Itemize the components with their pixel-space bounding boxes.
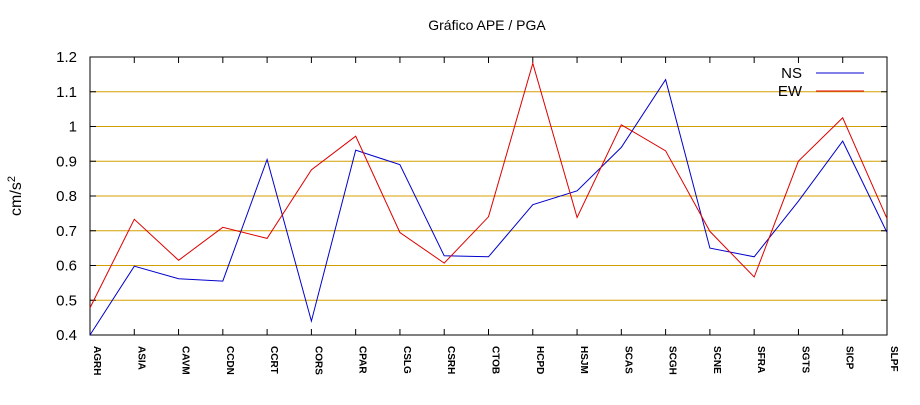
x-tick-label-cpar: CPAR: [357, 346, 368, 374]
legend-label-ew: EW: [778, 83, 803, 100]
y-axis-label-unit: cm/s: [8, 182, 25, 216]
y-tick-label: 0.7: [56, 223, 77, 240]
chart-title: Gráfico APE / PGA: [428, 17, 546, 33]
y-tick-label: 1: [69, 119, 77, 136]
legend-label-ns: NS: [781, 65, 802, 82]
y-axis-label-exponent: 2: [6, 176, 18, 182]
x-tick-label-slpf: SLPF: [888, 346, 899, 372]
x-tick-label-ccrt: CCRT: [268, 346, 279, 374]
x-tick-label-scgh: SCGH: [667, 346, 678, 375]
x-tick-label-cslg: CSLG: [401, 346, 412, 374]
x-tick-label-asia: ASIA: [135, 346, 146, 370]
x-tick-label-cavm: CAVM: [180, 346, 191, 375]
x-tick-label-hsjm: HSJM: [578, 346, 589, 374]
y-tick-label: 0.9: [56, 153, 77, 170]
series-line-ew: [89, 61, 888, 309]
y-tick-label: 1.1: [56, 84, 77, 101]
x-tick-label-cors: CORS: [312, 346, 323, 375]
series: [89, 61, 888, 336]
x-tick-label-ccdn: CCDN: [224, 346, 235, 375]
y-tick-label: 0.6: [56, 258, 77, 275]
y-tick-label: 0.8: [56, 188, 77, 205]
y-tick-label: 0.4: [56, 327, 77, 344]
y-tick-label: 1.2: [56, 49, 77, 66]
x-tick-label-sicp: SICP: [844, 346, 855, 370]
y-tick-label: 0.5: [56, 292, 77, 309]
x-tick-label-ctob: CTOB: [490, 346, 501, 374]
x-tick-label-scne: SCNE: [711, 346, 722, 374]
x-tick-label-sgts: SGTS: [799, 346, 810, 374]
x-tick-label-agrh: AGRH: [91, 346, 102, 375]
x-tick-label-scas: SCAS: [622, 346, 633, 374]
x-tick-label-sfra: SFRA: [755, 346, 766, 373]
y-axis-label: cm/s2: [6, 176, 25, 216]
x-tick-label-csrh: CSRH: [445, 346, 456, 374]
grid: [90, 91, 887, 301]
x-ticks: AGRH ASIA CAVM CCDN CCRT CORS CPAR CSLG CSRH CTOB…: [89, 57, 899, 375]
x-tick-label-hcpd: HCPD: [534, 346, 545, 374]
y-ticks: 0.4 0.5 0.6 0.7 0.8 0.9 1 1.1 1.2: [56, 49, 887, 344]
series-line-ns: [89, 78, 888, 336]
